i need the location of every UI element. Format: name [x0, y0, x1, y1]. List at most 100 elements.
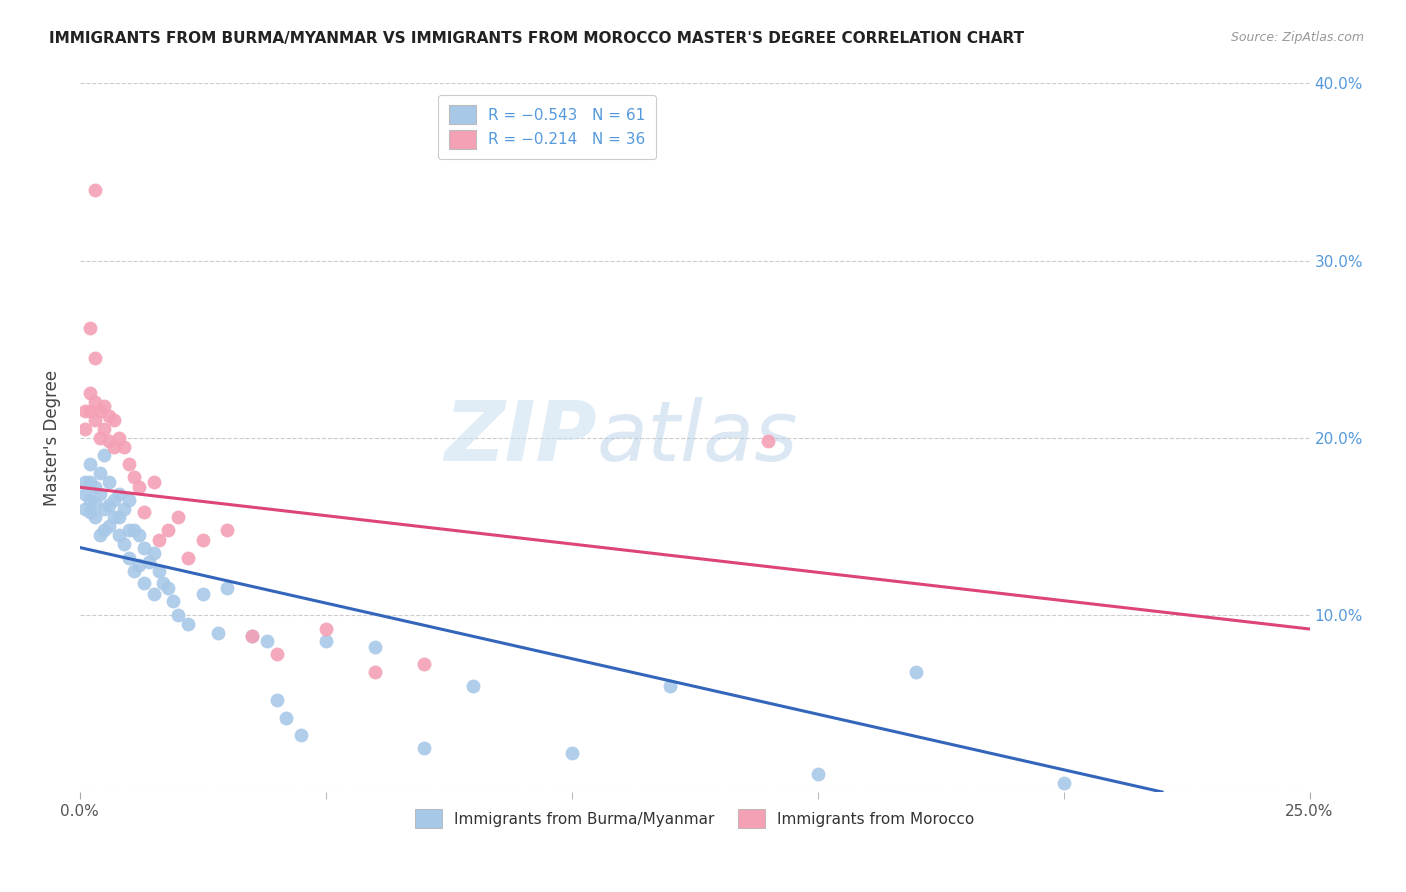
Point [122, 469, 145, 483]
Point [103, 492, 125, 507]
Point [905, 665, 928, 679]
Point [73, 422, 96, 436]
Point [118, 492, 141, 507]
Point [103, 510, 125, 524]
Point [73, 404, 96, 418]
Point [93, 501, 115, 516]
Point [413, 740, 436, 755]
Point [463, 679, 485, 693]
Point [89, 528, 111, 542]
Point [73, 487, 96, 501]
Point [148, 564, 170, 578]
Point [93, 422, 115, 436]
Point [191, 533, 214, 548]
Point [83, 480, 105, 494]
Point [79, 457, 101, 471]
Point [89, 487, 111, 501]
Point [256, 634, 278, 648]
Point [79, 475, 101, 489]
Point [128, 528, 150, 542]
Point [73, 501, 96, 516]
Point [266, 693, 288, 707]
Point [659, 679, 682, 693]
Point [157, 581, 180, 595]
Point [79, 492, 101, 507]
Point [132, 541, 155, 555]
Point [132, 505, 155, 519]
Point [112, 440, 135, 454]
Point [758, 434, 780, 449]
Point [108, 510, 131, 524]
Point [240, 629, 263, 643]
Point [217, 523, 239, 537]
Point [118, 551, 141, 566]
Point [364, 665, 387, 679]
Point [98, 498, 121, 512]
Point [364, 640, 387, 654]
Point [98, 434, 121, 449]
Point [191, 586, 214, 600]
Legend: Immigrants from Burma/Myanmar, Immigrants from Morocco: Immigrants from Burma/Myanmar, Immigrant… [409, 803, 981, 834]
Point [122, 523, 145, 537]
Point [1052, 776, 1074, 790]
Point [83, 183, 105, 197]
Point [108, 528, 131, 542]
Point [132, 576, 155, 591]
Point [142, 586, 165, 600]
Point [177, 616, 200, 631]
Point [112, 537, 135, 551]
Point [93, 449, 115, 463]
Point [807, 767, 830, 781]
Point [108, 431, 131, 445]
Point [79, 321, 101, 335]
Point [89, 466, 111, 480]
Point [93, 523, 115, 537]
Point [103, 440, 125, 454]
Text: Source: ZipAtlas.com: Source: ZipAtlas.com [1230, 31, 1364, 45]
Point [266, 647, 288, 661]
Point [112, 501, 135, 516]
Point [103, 413, 125, 427]
Text: ZIP: ZIP [444, 397, 596, 478]
Point [108, 487, 131, 501]
Point [89, 404, 111, 418]
Point [177, 551, 200, 566]
Point [128, 558, 150, 573]
Point [122, 564, 145, 578]
Point [315, 634, 337, 648]
Point [83, 496, 105, 510]
Point [217, 581, 239, 595]
Point [83, 395, 105, 409]
Point [167, 510, 190, 524]
Point [276, 710, 298, 724]
Y-axis label: Master's Degree: Master's Degree [44, 369, 60, 506]
Point [152, 576, 174, 591]
Point [207, 625, 229, 640]
Point [142, 475, 165, 489]
Text: IMMIGRANTS FROM BURMA/MYANMAR VS IMMIGRANTS FROM MOROCCO MASTER'S DEGREE CORRELA: IMMIGRANTS FROM BURMA/MYANMAR VS IMMIGRA… [49, 31, 1025, 46]
Point [83, 413, 105, 427]
Point [561, 746, 583, 760]
Point [118, 523, 141, 537]
Point [142, 546, 165, 560]
Point [73, 475, 96, 489]
Point [315, 622, 337, 636]
Point [290, 728, 312, 742]
Point [240, 629, 263, 643]
Point [118, 457, 141, 471]
Point [413, 657, 436, 672]
Point [79, 386, 101, 401]
Point [162, 593, 184, 607]
Point [93, 399, 115, 413]
Point [89, 431, 111, 445]
Point [157, 523, 180, 537]
Point [79, 505, 101, 519]
Point [167, 607, 190, 622]
Point [98, 475, 121, 489]
Point [128, 480, 150, 494]
Point [79, 404, 101, 418]
Point [83, 510, 105, 524]
Point [98, 519, 121, 533]
Text: atlas: atlas [596, 397, 799, 478]
Point [83, 351, 105, 365]
